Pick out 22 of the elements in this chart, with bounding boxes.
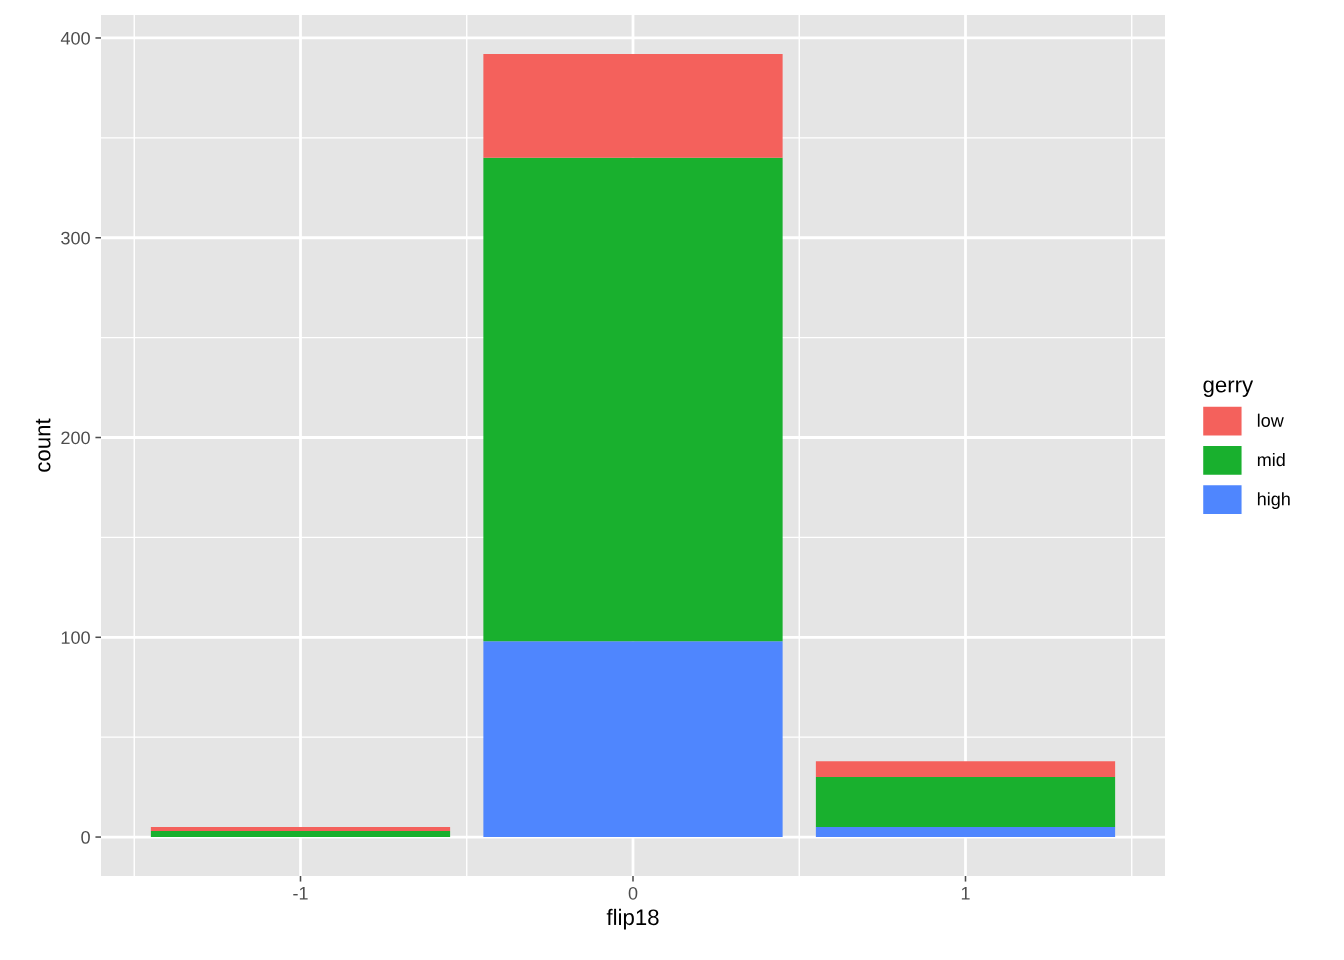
bar bbox=[150, 827, 451, 832]
y-tick-label: 300 bbox=[61, 231, 90, 245]
y-tick-label: 200 bbox=[61, 431, 90, 445]
bar bbox=[483, 641, 783, 838]
x-tick-label: 1 bbox=[961, 887, 970, 900]
x-tick-label: -1 bbox=[293, 887, 308, 900]
legend-label: high bbox=[1257, 492, 1290, 510]
bar bbox=[815, 777, 1116, 828]
y-axis-title: count bbox=[35, 418, 51, 472]
y-tick-label: 400 bbox=[60, 31, 90, 45]
legend-label: mid bbox=[1257, 452, 1285, 467]
x-tick-label: 0 bbox=[628, 886, 638, 900]
bar bbox=[815, 827, 1116, 838]
legend-label: low bbox=[1257, 413, 1284, 427]
y-tick-label: 0 bbox=[81, 830, 90, 844]
bar bbox=[483, 53, 783, 158]
legend-title: gerry bbox=[1203, 380, 1254, 397]
bar bbox=[483, 157, 783, 642]
x-axis-title: flip18 bbox=[606, 908, 659, 930]
bar bbox=[815, 761, 1116, 778]
bar bbox=[150, 831, 451, 838]
y-tick-label: 100 bbox=[61, 631, 90, 644]
